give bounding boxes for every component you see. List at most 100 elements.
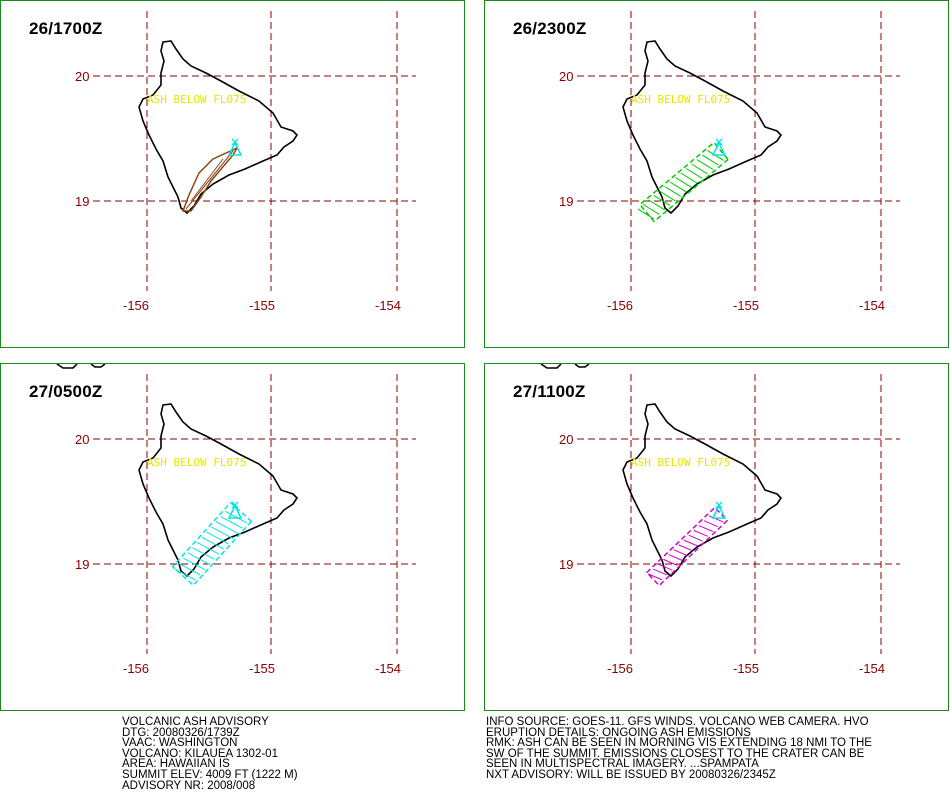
ash-plume-hatch bbox=[192, 547, 215, 560]
ash-plume-hatch bbox=[187, 552, 210, 565]
advisory-right-block: INFO SOURCE: GOES-11. GFS WINDS. VOLCANO… bbox=[486, 716, 872, 781]
maui-coastline bbox=[56, 364, 78, 369]
island-coastline bbox=[622, 40, 783, 215]
advisory-line: DTG: 20080326/1739Z bbox=[122, 726, 240, 739]
advisory-line: ADVISORY NR: 2008/008 bbox=[122, 779, 256, 792]
volcano-triangle-icon bbox=[711, 504, 727, 519]
longitude-label: -155 bbox=[249, 661, 275, 676]
ash-plume-hatch bbox=[648, 199, 665, 211]
advisory-line: SUMMIT ELEV: 4009 FT (1222 M) bbox=[122, 768, 298, 781]
ash-plume-hatch bbox=[196, 542, 220, 555]
panel-time-label: 27/0500Z bbox=[29, 382, 103, 401]
map-panel-2: 20 19 -156 -155 -154 ASH BELOW FL075 26/2300Z bbox=[484, 0, 949, 348]
latitude-label: 19 bbox=[559, 194, 573, 209]
ash-plume-hatch bbox=[220, 516, 243, 529]
ash-plume-hatch bbox=[668, 554, 683, 561]
advisory-line: VOLCANO: KILAUEA 1302-01 bbox=[122, 747, 278, 760]
advisory-line: AREA: HAWAIIAN IS bbox=[122, 758, 230, 771]
ash-plume-hatch bbox=[680, 172, 698, 184]
longitude-label: -156 bbox=[123, 298, 149, 313]
ash-plume-hatch bbox=[658, 563, 673, 571]
longitude-label: -154 bbox=[375, 661, 401, 676]
ash-plume-hatch bbox=[685, 168, 703, 179]
volcano-x-icon bbox=[231, 138, 239, 146]
ash-level-label: ASH BELOW FL075 bbox=[631, 93, 730, 106]
advisory-line: INFO SOURCE: GOES-11. GFS WINDS. VOLCANO… bbox=[486, 716, 869, 728]
ash-plume-hatch bbox=[201, 536, 224, 550]
map-panel-4: 20 19 -156 -155 -154 ASH BELOW FL075 27/1100Z bbox=[484, 363, 949, 711]
ash-plume-hatch bbox=[703, 520, 719, 528]
ash-plume-hatch bbox=[678, 544, 693, 552]
advisory-line: SEEN IN MULTISPECTRAL IMAGERY. ...SPAMPA… bbox=[486, 758, 759, 771]
ash-plume-hatch bbox=[688, 534, 703, 542]
island-coastline bbox=[622, 403, 783, 578]
ash-plume-hatch bbox=[211, 526, 234, 540]
map-canvas: 20 19 -156 -155 -154 ASH BELOW FL075 bbox=[56, 364, 416, 676]
panel-time-label: 26/1700Z bbox=[29, 19, 103, 38]
latitude-label: 20 bbox=[559, 432, 573, 447]
ash-plume-outline bbox=[645, 506, 729, 587]
ash-plume-outline bbox=[171, 501, 253, 587]
ash-plume bbox=[171, 501, 253, 587]
map-canvas: 20 19 -156 -155 -154 ASH BELOW FL075 bbox=[559, 11, 900, 313]
advisory-line: RMK: ASH CAN BE SEEN IN MORNING VIS EXTE… bbox=[486, 737, 872, 750]
map-canvas: 20 19 -156 -155 -154 ASH BELOW FL075 bbox=[540, 364, 900, 676]
latitude-label: 20 bbox=[75, 69, 89, 84]
ash-level-label: ASH BELOW FL075 bbox=[631, 456, 730, 469]
ash-plume-hatch bbox=[178, 562, 201, 576]
ash-level-label: ASH BELOW FL075 bbox=[147, 93, 246, 106]
ash-plume-hatch bbox=[673, 549, 688, 557]
volcano-x-icon bbox=[231, 501, 239, 509]
map-panel-1: 20 19 -156 -155 -154 ASH BELOW FL075 26/1700Z bbox=[0, 0, 465, 348]
advisory-line: VOLCANIC ASH ADVISORY bbox=[122, 716, 269, 728]
advisory-line: VAAC: WASHINGTON bbox=[122, 737, 238, 750]
volcano-x-icon bbox=[715, 138, 723, 146]
ash-plume-outline bbox=[638, 141, 730, 223]
ash-plume-hatch bbox=[637, 208, 655, 220]
ash-plume-hatch bbox=[675, 177, 692, 188]
map-panel-3: 20 19 -156 -155 -154 ASH BELOW FL075 27/0500Z bbox=[0, 363, 465, 711]
ash-plume-hatch bbox=[698, 525, 714, 532]
maui-coastline bbox=[90, 364, 106, 368]
longitude-label: -155 bbox=[733, 298, 759, 313]
ash-plume-hatch bbox=[648, 573, 663, 581]
island-coastline bbox=[138, 403, 299, 578]
ash-plume bbox=[645, 506, 729, 587]
ash-plume-hatch bbox=[683, 539, 698, 547]
volcano-triangle-icon bbox=[227, 504, 243, 519]
maui-coastline bbox=[540, 364, 562, 369]
ash-plume-hatch bbox=[653, 568, 668, 576]
advisory-line: ERUPTION DETAILS: ONGOING ASH EMISSIONS bbox=[486, 726, 751, 739]
maui-coastline bbox=[574, 364, 590, 368]
panel-time-label: 26/2300Z bbox=[513, 19, 587, 38]
longitude-label: -154 bbox=[859, 661, 885, 676]
advisory-left-block: VOLCANIC ASH ADVISORY DTG: 20080326/1739… bbox=[122, 716, 298, 792]
advisory-line: SW OF THE SUMMIT. EMISSIONS CLOSEST TO T… bbox=[486, 747, 865, 760]
latitude-label: 20 bbox=[75, 432, 89, 447]
longitude-label: -156 bbox=[607, 661, 633, 676]
ash-plume-hatch bbox=[691, 163, 708, 175]
advisory-line: NXT ADVISORY: WILL BE ISSUED BY 20080326… bbox=[486, 768, 776, 781]
ash-plume-hatch bbox=[206, 531, 229, 545]
longitude-label: -155 bbox=[733, 661, 759, 676]
longitude-label: -154 bbox=[859, 298, 885, 313]
latitude-label: 19 bbox=[75, 557, 89, 572]
island-coastline bbox=[138, 40, 299, 215]
ash-plume-hatch bbox=[185, 150, 234, 210]
ash-plume-hatch bbox=[669, 181, 687, 193]
ash-plume-hatch bbox=[642, 204, 660, 215]
volcano-x-icon bbox=[715, 501, 723, 509]
ash-plume-hatch bbox=[659, 190, 676, 202]
longitude-label: -155 bbox=[249, 298, 275, 313]
longitude-label: -154 bbox=[375, 298, 401, 313]
ash-level-label: ASH BELOW FL075 bbox=[147, 456, 246, 469]
map-canvas: 20 19 -156 -155 -154 ASH BELOW FL075 bbox=[75, 11, 416, 313]
latitude-label: 19 bbox=[75, 194, 89, 209]
volcano-triangle-icon bbox=[227, 141, 243, 156]
longitude-label: -156 bbox=[123, 661, 149, 676]
ash-plume-hatch bbox=[696, 159, 714, 170]
ash-plume-hatch bbox=[182, 557, 206, 571]
ash-plume-hatch bbox=[701, 154, 719, 166]
latitude-label: 20 bbox=[559, 69, 573, 84]
ash-plume-hatch bbox=[708, 515, 724, 523]
